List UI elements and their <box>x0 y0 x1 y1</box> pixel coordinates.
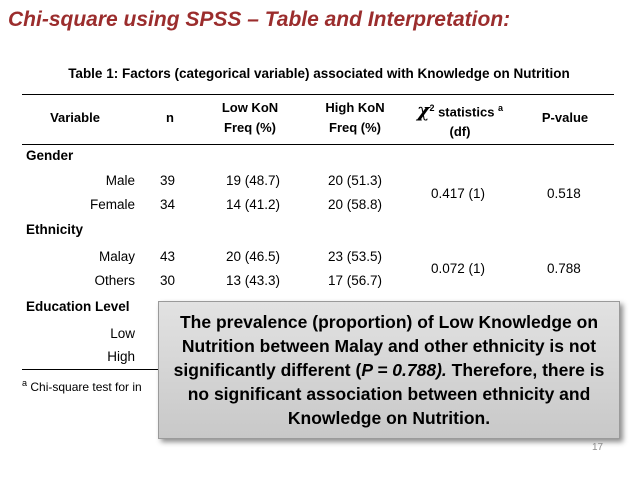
header-chi-square: χ2 statistics a (df) <box>416 99 504 140</box>
cell-ethnicity-p: 0.788 <box>547 261 581 276</box>
cell-malay-low: 20 (46.5) <box>226 249 281 264</box>
cell-male-n: 39 <box>160 173 176 188</box>
interpretation-callout: The prevalence (proportion) of Low Knowl… <box>158 301 620 439</box>
header-high-kon: High KoN Freq (%) <box>325 100 385 135</box>
table-caption: Table 1: Factors (categorical variable) … <box>68 66 570 81</box>
cell-male-high: 20 (51.3) <box>328 173 383 188</box>
chi-symbol: χ <box>416 99 430 122</box>
cell-others-low: 13 (43.3) <box>226 273 281 288</box>
page-number: 17 <box>592 442 604 453</box>
cell-others-n: 30 <box>160 273 176 288</box>
header-variable: Variable <box>50 110 100 125</box>
cell-malay-n: 43 <box>160 249 176 264</box>
cell-female-high: 20 (58.8) <box>328 197 383 212</box>
cell-gender-p: 0.518 <box>547 186 581 201</box>
row-label-male: Male <box>105 173 135 188</box>
table-footnote: a Chi-square test for in <box>22 378 142 394</box>
group-label-ethnicity: Ethnicity <box>26 222 84 237</box>
header-p-value: P-value <box>541 110 589 125</box>
slide-title: Chi-square using SPSS – Table and Interp… <box>8 8 511 31</box>
cell-ethnicity-chi: 0.072 (1) <box>431 261 486 276</box>
row-label-malay: Malay <box>98 249 135 264</box>
table-top-rule <box>22 94 614 95</box>
cell-female-n: 34 <box>160 197 176 212</box>
group-label-gender: Gender <box>26 148 74 163</box>
group-label-education: Education Level <box>26 299 130 314</box>
header-n: n <box>166 110 174 125</box>
cell-others-high: 17 (56.7) <box>328 273 383 288</box>
table-header-rule <box>22 144 614 145</box>
row-label-education-high: High <box>107 349 135 364</box>
row-label-others: Others <box>94 273 135 288</box>
cell-male-low: 19 (48.7) <box>226 173 281 188</box>
row-label-education-low: Low <box>110 326 135 341</box>
cell-malay-high: 23 (53.5) <box>328 249 383 264</box>
header-low-kon: Low KoN Freq (%) <box>221 100 279 135</box>
cell-female-low: 14 (41.2) <box>226 197 281 212</box>
row-label-female: Female <box>89 197 135 212</box>
callout-pvalue: P = 0.788). <box>361 360 447 380</box>
cell-gender-chi: 0.417 (1) <box>431 186 486 201</box>
